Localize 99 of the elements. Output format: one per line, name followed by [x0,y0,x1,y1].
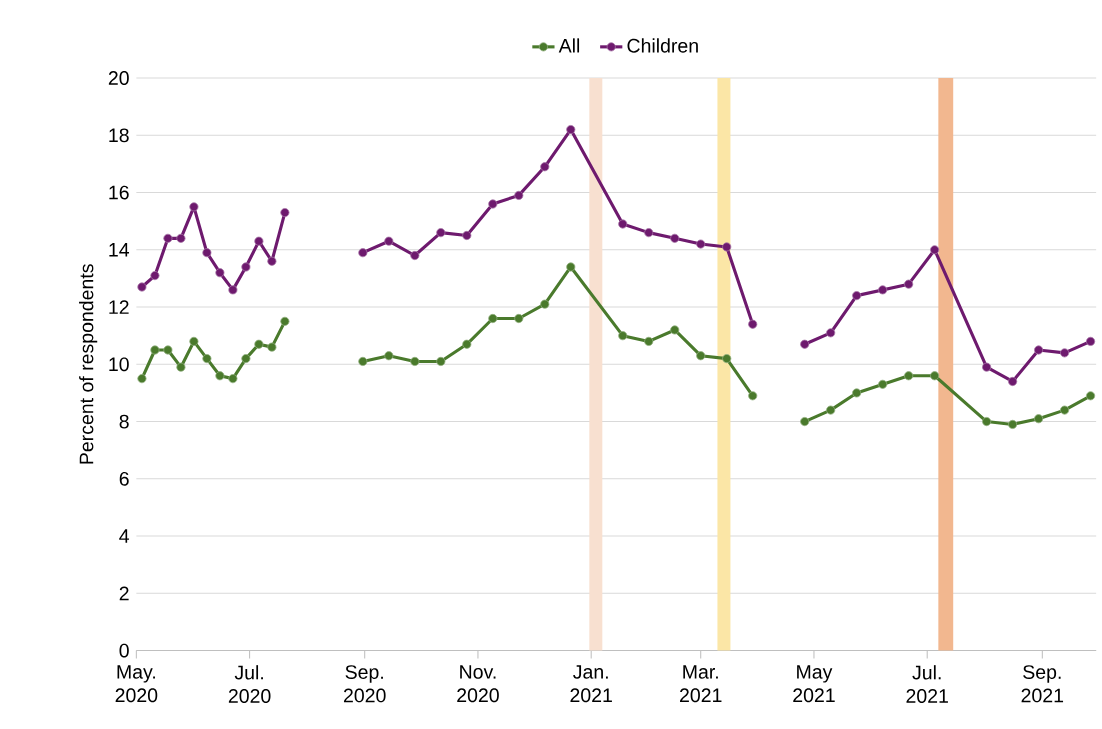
point [1086,337,1096,347]
point [410,251,420,261]
x-tick-label: May 2021 [793,665,835,703]
point [384,351,394,361]
x-tick-label: Nov. 2020 [457,665,499,703]
point [176,362,186,372]
point [267,342,277,352]
point [137,374,147,384]
point [267,256,277,266]
point [254,339,264,350]
point [1060,348,1070,358]
y-tick-label: 8 [119,414,129,429]
point [982,417,992,427]
point [488,314,498,324]
point [228,374,238,384]
point [176,233,186,244]
point [930,371,940,381]
y-tick-label: 6 [119,472,129,486]
point [1086,391,1096,401]
y-tick-label: 4 [119,529,130,543]
y-tick-label: 10 [109,357,129,372]
point [566,125,576,135]
point [878,285,888,295]
point [540,162,550,172]
y-tick-label: 16 [109,185,129,200]
point [930,245,940,255]
point [748,319,758,329]
point [826,328,836,338]
point [644,337,654,347]
point [280,208,290,218]
point [215,268,225,278]
point [410,357,420,367]
point [462,231,472,241]
y-tick-label: 12 [109,300,129,315]
point [215,371,225,381]
point [514,314,524,324]
point [878,379,888,390]
point [800,417,810,427]
y-tick-label: 0 [119,643,129,658]
point [189,202,199,212]
point [670,233,680,244]
point [384,236,394,246]
x-tick-label: Jul. 2021 [906,665,948,704]
y-tick-label: 14 [109,243,130,257]
point [163,233,173,244]
x-tick-label: Sep. 2020 [343,665,386,703]
x-tick-label: Mar. 2021 [680,665,722,703]
y-tick-label: 18 [109,128,129,143]
y-tick-label: 20 [108,71,129,86]
point [670,325,680,335]
point [150,271,160,281]
point [436,357,446,367]
point [1008,377,1018,387]
y-tick-label: 2 [119,586,129,601]
point [722,354,732,364]
x-tick-label: Jan. 2021 [570,665,612,703]
point [280,317,290,327]
point [852,388,862,398]
point [982,362,992,372]
legend-label: All [558,38,580,53]
point [514,191,524,201]
point [618,219,628,229]
point [540,299,550,309]
point [644,228,654,238]
y-axis-title: Percent of respondents [79,264,98,464]
point [904,279,914,289]
point [852,291,862,301]
point [1034,414,1044,424]
point [163,345,173,355]
x-tick-label: Sep. 2021 [1021,665,1064,703]
point [488,199,498,209]
point [696,239,706,249]
point [904,371,914,381]
point [228,285,238,295]
point [150,345,160,355]
point [1008,420,1018,430]
legend-label: Children [627,38,698,53]
point [358,357,368,367]
point [254,236,264,246]
point [1060,405,1070,415]
x-tick-label: May. 2020 [115,665,158,703]
point [696,351,706,361]
point [358,248,368,258]
point [189,337,199,347]
point [800,339,810,350]
point [241,262,251,272]
point [241,354,251,364]
point [722,242,732,252]
point [566,262,576,272]
point [462,339,472,350]
point [1034,345,1044,355]
x-tick-label: Jul. 2020 [228,665,271,704]
point [618,331,628,341]
point [137,282,147,292]
point [748,391,758,401]
point [826,405,836,415]
point [202,354,212,364]
point [436,228,446,238]
point [202,248,212,258]
